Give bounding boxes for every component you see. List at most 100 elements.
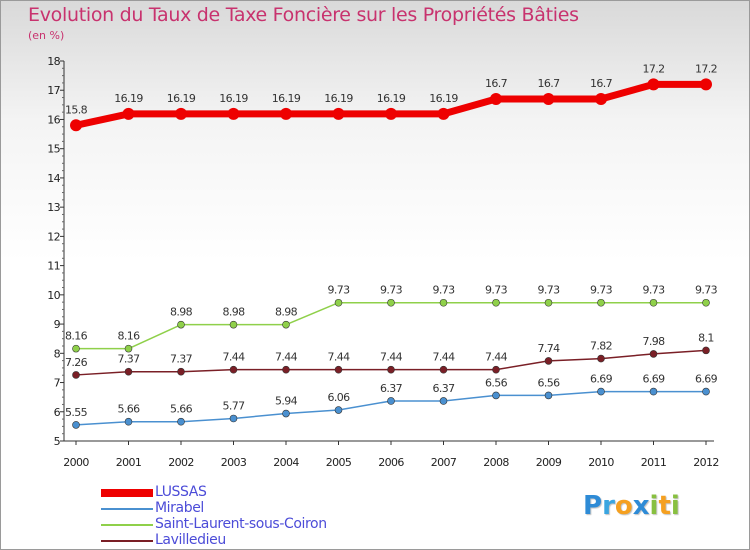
data-point xyxy=(437,107,450,120)
y-tick-label: 13 xyxy=(47,201,60,214)
data-point xyxy=(334,365,343,374)
data-label: 7.26 xyxy=(65,356,88,369)
data-point xyxy=(542,93,555,105)
data-point xyxy=(122,107,135,120)
data-label: 8.16 xyxy=(65,330,88,343)
data-label: 16.19 xyxy=(114,92,143,105)
data-point xyxy=(544,298,553,307)
data-label: 17.2 xyxy=(642,62,664,75)
data-point xyxy=(70,119,82,132)
data-label: 16.19 xyxy=(324,92,353,105)
legend-swatch xyxy=(101,489,153,497)
data-point xyxy=(702,387,710,396)
y-tick-label: 6 xyxy=(54,406,61,419)
data-point xyxy=(649,387,658,396)
data-point xyxy=(595,93,607,105)
x-tick-label: 2003 xyxy=(221,456,247,469)
legend-label: LUSSAS xyxy=(155,484,207,500)
data-point xyxy=(332,107,345,120)
data-label: 6.37 xyxy=(380,382,403,395)
data-point xyxy=(649,350,658,358)
y-tick-label: 8 xyxy=(54,347,61,360)
data-label: 16.19 xyxy=(272,92,301,105)
data-point xyxy=(597,354,605,363)
data-point xyxy=(72,371,80,379)
y-tick-label: 15 xyxy=(47,143,60,156)
data-label: 16.19 xyxy=(429,92,458,105)
data-point xyxy=(282,365,290,374)
data-point xyxy=(385,107,397,120)
data-point xyxy=(702,346,710,355)
x-tick-label: 2011 xyxy=(641,456,667,469)
data-label: 7.44 xyxy=(275,351,298,364)
data-point xyxy=(227,107,240,120)
data-label: 9.73 xyxy=(695,284,718,297)
data-point xyxy=(229,414,238,423)
data-point xyxy=(229,320,238,329)
data-label: 8.16 xyxy=(117,330,140,343)
data-label: 6.06 xyxy=(327,391,350,404)
data-label: 9.73 xyxy=(327,284,350,297)
y-unit-label: (en %) xyxy=(28,29,65,42)
data-label: 9.73 xyxy=(380,284,403,297)
data-point xyxy=(387,397,395,405)
x-tick-label: 2012 xyxy=(693,456,719,469)
legend-label: Saint-Laurent-sous-Coiron xyxy=(155,516,327,532)
data-label: 7.74 xyxy=(537,342,560,355)
data-label: 6.56 xyxy=(537,376,560,389)
data-label: 9.73 xyxy=(537,284,560,297)
data-point xyxy=(544,357,553,365)
y-tick-label: 14 xyxy=(47,172,60,185)
data-label: 7.44 xyxy=(222,351,245,364)
data-point xyxy=(124,367,133,376)
data-point xyxy=(387,298,395,307)
x-tick-label: 2001 xyxy=(116,456,142,469)
legend-swatch xyxy=(101,524,153,526)
data-point xyxy=(175,107,187,120)
data-label: 8.1 xyxy=(698,331,714,344)
y-tick-label: 18 xyxy=(47,55,60,68)
data-point xyxy=(177,320,185,329)
x-tick-label: 2000 xyxy=(63,456,89,469)
data-label: 6.69 xyxy=(642,373,665,386)
data-label: 9.73 xyxy=(432,284,455,297)
data-label: 7.37 xyxy=(170,353,193,366)
data-label: 8.98 xyxy=(275,306,298,319)
data-label: 16.7 xyxy=(590,77,613,90)
x-tick-label: 2004 xyxy=(273,456,299,469)
data-point xyxy=(492,365,500,374)
data-label: 8.98 xyxy=(170,306,193,319)
data-label: 9.73 xyxy=(590,284,613,297)
legend-swatch xyxy=(101,508,153,510)
legend-label: Mirabel xyxy=(155,500,204,516)
data-point xyxy=(700,78,712,91)
data-label: 5.55 xyxy=(65,406,88,419)
data-point xyxy=(177,417,185,426)
data-point xyxy=(490,93,502,105)
y-tick-label: 9 xyxy=(54,318,61,331)
data-point xyxy=(229,365,238,374)
data-label: 5.94 xyxy=(275,395,298,408)
x-tick-label: 2005 xyxy=(326,456,352,469)
data-point xyxy=(72,344,80,353)
line-chart: 5 6 7 8 9 10 11 12 13 14 15 16 17 18 2000 2001 2002 2003 2… xyxy=(47,55,719,469)
data-label: 7.44 xyxy=(432,351,455,364)
y-tick-label: 7 xyxy=(54,377,61,390)
data-label: 6.37 xyxy=(432,382,455,395)
data-point xyxy=(597,298,605,307)
data-label: 7.44 xyxy=(327,351,350,364)
data-point xyxy=(334,298,343,307)
legend-swatch xyxy=(101,540,153,542)
x-tick-label: 2010 xyxy=(588,456,614,469)
y-tick-label: 11 xyxy=(47,260,60,273)
x-tick-label: 2006 xyxy=(378,456,404,469)
data-point xyxy=(649,298,658,307)
data-label: 8.98 xyxy=(222,306,245,319)
data-point xyxy=(702,298,710,307)
data-point xyxy=(280,107,292,120)
data-point xyxy=(492,391,500,400)
data-label: 7.98 xyxy=(642,335,665,348)
data-label: 17.2 xyxy=(695,62,717,75)
data-label: 16.19 xyxy=(377,92,406,105)
data-point xyxy=(124,417,133,426)
